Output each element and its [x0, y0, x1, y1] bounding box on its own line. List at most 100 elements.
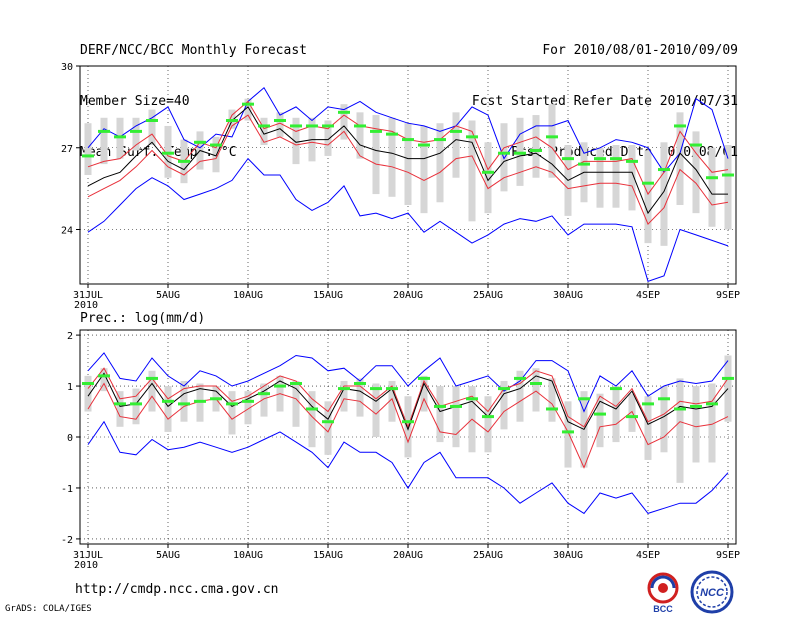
- prec-range-bar: [132, 388, 140, 425]
- temp-range-bar: [372, 115, 380, 195]
- prec-xtick-label: 10AUG: [233, 550, 263, 561]
- temp-range-bar: [452, 112, 460, 178]
- temp-range-bar: [388, 117, 396, 197]
- temp-range-bar: [724, 145, 732, 230]
- prec-range-bar: [228, 391, 236, 435]
- temp-range-bar: [676, 112, 684, 205]
- prec-ytick-label: -2: [61, 535, 73, 546]
- prec-range-bar: [388, 380, 396, 422]
- prec-range-bar: [340, 380, 348, 412]
- temp-series-lower: [87, 114, 729, 225]
- bcc-logo-text: BCC: [653, 604, 673, 614]
- prec-xtick-label: 31JUL: [73, 550, 103, 561]
- temp-range-bar: [340, 104, 348, 140]
- prec-range-bar: [452, 386, 460, 448]
- prec-series-lower: [87, 382, 729, 469]
- prec-range-bar: [516, 370, 524, 422]
- prec-range-bar: [420, 375, 428, 412]
- prec-range-bar: [260, 383, 268, 417]
- temp-range-bar: [132, 117, 140, 151]
- prec-range-bar: [500, 380, 508, 430]
- temp-range-bar: [356, 112, 364, 159]
- temp-range-bar: [404, 123, 412, 205]
- temp-range-bar: [260, 117, 268, 146]
- temp-range-bar: [708, 147, 716, 227]
- prec-range-bar: [148, 370, 156, 412]
- prec-range-bar: [484, 396, 492, 453]
- temp-ytick-label: 30: [61, 62, 73, 73]
- prec-range-bar: [436, 386, 444, 443]
- prec-range-bar: [660, 386, 668, 453]
- bcc-logo: BCC: [647, 572, 679, 614]
- prec-series-mean: [87, 372, 729, 431]
- temp-range-bar: [276, 112, 284, 137]
- chart-title: DERF/NCC/BCC Monthly Forecast: [80, 43, 307, 58]
- temp-series-mean: [87, 106, 728, 215]
- prec-range-bar: [292, 380, 300, 427]
- temp-range-bar: [100, 117, 108, 165]
- prec-range-bar: [308, 391, 316, 448]
- prec-range-bar: [180, 380, 188, 422]
- prec-range-bar: [100, 368, 108, 392]
- prec-series-upper: [87, 367, 729, 429]
- ncc-logo: NCC: [690, 570, 734, 614]
- temp-range-bar: [324, 120, 332, 156]
- prec-range-bar: [692, 386, 700, 463]
- prec-range-bar: [708, 383, 716, 463]
- temp-range-bar: [548, 104, 556, 178]
- temp-range-bar: [628, 145, 636, 211]
- prec-ytick-label: 1: [67, 382, 73, 393]
- temp-ytick-label: 24: [61, 226, 73, 237]
- temp-series-min: [87, 157, 729, 282]
- prec-range-bar: [324, 401, 332, 455]
- prec-range-bar: [116, 391, 124, 427]
- prec-ytick-label: 0: [67, 433, 73, 444]
- prec-range-bar: [244, 391, 252, 425]
- ncc-logo-text: NCC: [700, 587, 725, 599]
- temp-range-bar: [212, 136, 220, 173]
- temp-xtick-label: 20AUG: [393, 290, 423, 301]
- prec-range-bar: [596, 393, 604, 448]
- temp-xtick-label: 4SEP: [636, 290, 660, 301]
- prec-xtick-label: 30AUG: [553, 550, 583, 561]
- temp-series-max: [87, 87, 729, 174]
- temp-xtick-label: 31JUL: [73, 290, 103, 301]
- prec-series-min: [87, 420, 729, 515]
- prec-year-label: 2010: [74, 560, 98, 571]
- temp-range-bar: [612, 145, 620, 208]
- prec-range-bar: [372, 383, 380, 437]
- temp-xtick-label: 10AUG: [233, 290, 263, 301]
- temp-range-bar: [484, 142, 492, 214]
- temp-xtick-label: 15AUG: [313, 290, 343, 301]
- temp-xtick-label: 25AUG: [473, 290, 503, 301]
- prec-xtick-label: 4SEP: [636, 550, 660, 561]
- temp-xtick-label: 30AUG: [553, 290, 583, 301]
- prec-range-bar: [84, 375, 92, 412]
- temp-year-label: 2010: [74, 300, 98, 311]
- prec-title: Prec.: log(mm/d): [80, 311, 205, 326]
- prec-xtick-label: 9SEP: [716, 550, 740, 561]
- prec-ytick-label: -1: [61, 484, 73, 495]
- prec-series-max: [87, 352, 729, 413]
- prec-range-bar: [356, 378, 364, 417]
- temp-range-bar: [292, 117, 300, 165]
- temp-ytick-label: 27: [61, 144, 73, 155]
- prec-ytick-label: 2: [67, 331, 73, 342]
- footer-url[interactable]: http://cmdp.ncc.cma.gov.cn: [75, 582, 279, 597]
- temp-range-bar: [436, 123, 444, 203]
- prec-range-bar: [676, 378, 684, 483]
- prec-range-bar: [644, 396, 652, 460]
- prec-range-bar: [564, 401, 572, 468]
- prec-range-bar: [628, 393, 636, 432]
- temp-panel: 31JUL 5AUG 10AUG 15AUG 20AUG 25AUG 30AUG 4SEP 9S…: [61, 62, 740, 311]
- temp-range-bar: [692, 131, 700, 214]
- temp-range-bar: [148, 109, 156, 146]
- prec-xtick-label: 20AUG: [393, 550, 423, 561]
- temp-range-bar: [84, 123, 92, 175]
- prec-range-bar: [724, 355, 732, 422]
- prec-range-bar: [164, 386, 172, 432]
- temp-range-bar: [644, 150, 652, 244]
- forecast-period: For 2010/08/01-2010/09/09: [542, 43, 738, 58]
- prec-range-bar: [548, 378, 556, 422]
